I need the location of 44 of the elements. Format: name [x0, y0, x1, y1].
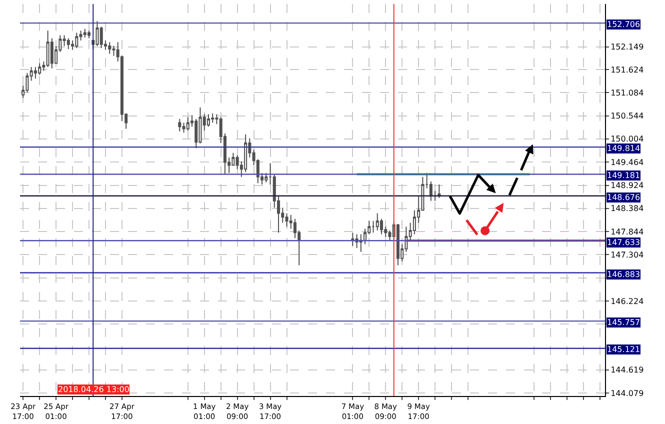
ref-line-label: 145.757: [607, 318, 640, 327]
y-tick-label: 147.304: [610, 250, 644, 260]
candlestick: [264, 172, 268, 183]
ref-line-label: 145.121: [607, 345, 640, 354]
ref-line-label: 146.883: [607, 270, 640, 279]
candlestick: [359, 234, 362, 252]
ref-line-label: 149.181: [607, 171, 640, 180]
y-tick-label: 151.084: [610, 88, 644, 98]
ref-line-label: 152.706: [607, 20, 640, 29]
y-tick-label: 151.624: [610, 65, 644, 74]
candlestick: [244, 134, 248, 173]
ref-line-label: 149.814: [607, 144, 640, 153]
y-tick-label: 144.079: [610, 388, 644, 398]
candlestick: [438, 184, 441, 198]
candlestick: [376, 212, 379, 231]
y-tick-label: 150.544: [610, 112, 644, 121]
y-tick-label: 148.924: [610, 181, 644, 190]
y-tick-label: 150.004: [610, 134, 644, 144]
candlestick: [186, 116, 190, 132]
y-tick-label: 147.844: [610, 227, 644, 236]
candlestick: [198, 106, 202, 144]
candlestick: [178, 118, 182, 132]
candlestick: [46, 30, 50, 68]
y-tick-label: 148.384: [610, 204, 644, 214]
ref-line-label: 2018.04.26 13:00: [58, 385, 130, 394]
y-tick-label: 144.619: [610, 366, 644, 375]
y-tick-label: 146.224: [610, 296, 644, 306]
candlestick: [34, 66, 37, 80]
candlestick: [96, 20, 99, 47]
y-tick-label: 149.464: [610, 158, 644, 167]
candlestick: [351, 232, 354, 246]
candlestick: [66, 38, 70, 50]
y-tick-label: 152.149: [610, 42, 644, 52]
ref-line-label: 148.676: [607, 193, 640, 202]
ref-line-label: 147.633: [607, 238, 640, 247]
candlestick: [211, 112, 214, 124]
candlestick: [396, 224, 400, 266]
candlestick: [38, 62, 42, 76]
candlestick: [108, 42, 112, 54]
candlestick: [88, 30, 91, 39]
candlestick: [83, 28, 86, 38]
candlestick: [206, 114, 210, 128]
candlestick: [75, 32, 78, 49]
candlestick: [434, 190, 437, 202]
